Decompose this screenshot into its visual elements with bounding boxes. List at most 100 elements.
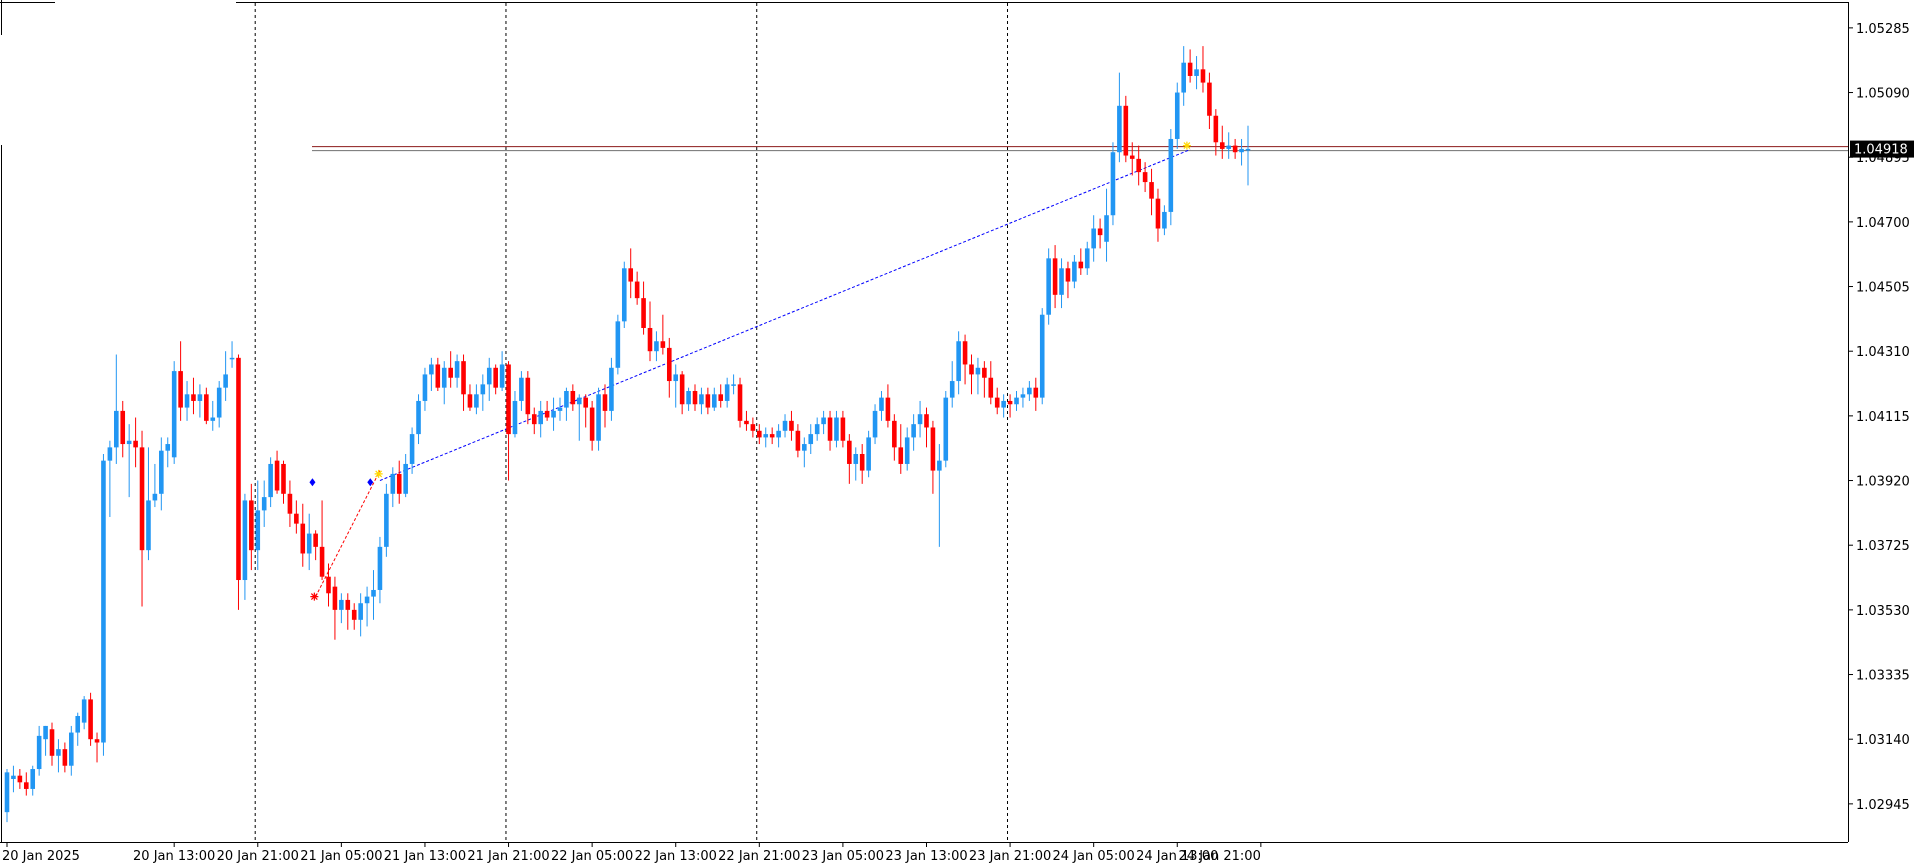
candle-165 xyxy=(1065,261,1071,299)
star-marker-3 xyxy=(374,469,383,478)
candle-12 xyxy=(81,696,87,730)
candle-body xyxy=(1001,400,1006,408)
candle-body xyxy=(744,420,749,425)
candle-body xyxy=(840,417,846,441)
candle-body xyxy=(943,397,949,461)
candle-body xyxy=(1239,148,1244,153)
candle-159 xyxy=(1027,381,1032,401)
candle-body xyxy=(313,533,318,547)
candle-98 xyxy=(634,271,640,305)
candle-166 xyxy=(1072,255,1077,289)
candle-body xyxy=(1110,152,1116,216)
candle-89 xyxy=(576,394,582,441)
candle-48 xyxy=(313,530,318,561)
candle-106 xyxy=(686,387,691,411)
candle-body xyxy=(268,463,273,498)
candlestick-series xyxy=(4,46,1251,823)
star-marker-2 xyxy=(310,592,319,601)
candle-body xyxy=(718,394,724,401)
candle-body xyxy=(686,390,691,405)
candle-90 xyxy=(583,394,588,428)
candle-51 xyxy=(332,576,338,640)
candle-180 xyxy=(1162,205,1167,236)
candle-31 xyxy=(204,387,209,425)
time-axis[interactable]: 20 Jan 2025 20 Jan 13:00 20 Jan 21:00 21 Ja… xyxy=(2,842,1262,864)
candle-body xyxy=(654,341,659,352)
candle-body xyxy=(557,407,563,411)
candle-body xyxy=(1072,261,1077,282)
price-axis[interactable]: 1.052851.050901.048951.047001.045051.043… xyxy=(1848,22,1910,813)
candle-body xyxy=(1181,62,1186,93)
candle-26 xyxy=(171,361,177,464)
candle-161 xyxy=(1039,308,1045,405)
candle-13 xyxy=(88,692,93,746)
candle-body xyxy=(911,424,916,438)
candle-body xyxy=(583,397,588,408)
candle-73 xyxy=(474,384,479,415)
candle-body xyxy=(802,444,807,451)
time-tick-label-5: 21 Jan 21:00 xyxy=(467,849,549,864)
candle-94 xyxy=(609,357,614,421)
candle-body xyxy=(1149,182,1154,199)
candle-body xyxy=(197,394,203,401)
candle-102 xyxy=(660,314,666,355)
candle-54 xyxy=(351,603,357,630)
candle-body xyxy=(422,374,428,401)
candle-body xyxy=(1020,394,1026,398)
candle-body xyxy=(326,576,331,594)
signal-line xyxy=(315,470,381,597)
price-tick-label-10: 1.03335 xyxy=(1856,669,1910,684)
candle-15 xyxy=(101,454,106,756)
candle-136 xyxy=(879,390,884,421)
candle-4 xyxy=(30,765,36,796)
candle-body xyxy=(512,400,518,435)
candle-127 xyxy=(821,410,826,435)
candle-body xyxy=(724,384,730,401)
candle-34 xyxy=(223,351,228,401)
candle-181 xyxy=(1168,129,1174,226)
candle-body xyxy=(872,410,878,438)
candle-body xyxy=(448,367,453,378)
candle-133 xyxy=(859,444,865,484)
candle-body xyxy=(609,367,614,411)
candle-47 xyxy=(306,513,312,571)
candle-99 xyxy=(641,281,646,335)
candle-32 xyxy=(210,400,216,431)
candle-body xyxy=(660,341,666,348)
candle-body xyxy=(641,298,646,328)
signal-markers xyxy=(309,141,1191,601)
candle-body xyxy=(1142,172,1148,183)
candle-101 xyxy=(654,331,659,362)
candle-87 xyxy=(564,387,569,421)
candle-body xyxy=(146,500,151,551)
candle-body xyxy=(390,473,396,494)
candle-body xyxy=(904,437,910,464)
time-tick-label-7: 22 Jan 13:00 xyxy=(635,849,717,864)
candle-91 xyxy=(589,400,595,451)
candle-123 xyxy=(795,424,801,458)
candle-body xyxy=(982,367,987,378)
candle-144 xyxy=(930,420,936,494)
candle-164 xyxy=(1059,258,1064,309)
candle-21 xyxy=(139,430,145,607)
time-tick-label-2: 20 Jan 21:00 xyxy=(217,849,299,864)
candle-body xyxy=(1174,92,1180,139)
candle-body xyxy=(281,463,286,494)
candle-body xyxy=(917,414,923,425)
candle-body xyxy=(43,725,48,740)
candle-37 xyxy=(242,493,248,600)
candle-body xyxy=(4,772,10,813)
candle-78 xyxy=(506,361,511,481)
candle-body xyxy=(294,513,299,524)
candle-24 xyxy=(159,437,164,511)
candle-body xyxy=(628,268,634,282)
candle-body xyxy=(351,609,357,620)
candle-body xyxy=(62,749,68,766)
candle-body xyxy=(930,427,936,471)
candle-body xyxy=(126,440,132,445)
candle-body xyxy=(827,417,833,441)
candle-17 xyxy=(114,354,119,464)
candle-body xyxy=(673,374,679,382)
candle-body xyxy=(81,699,87,723)
